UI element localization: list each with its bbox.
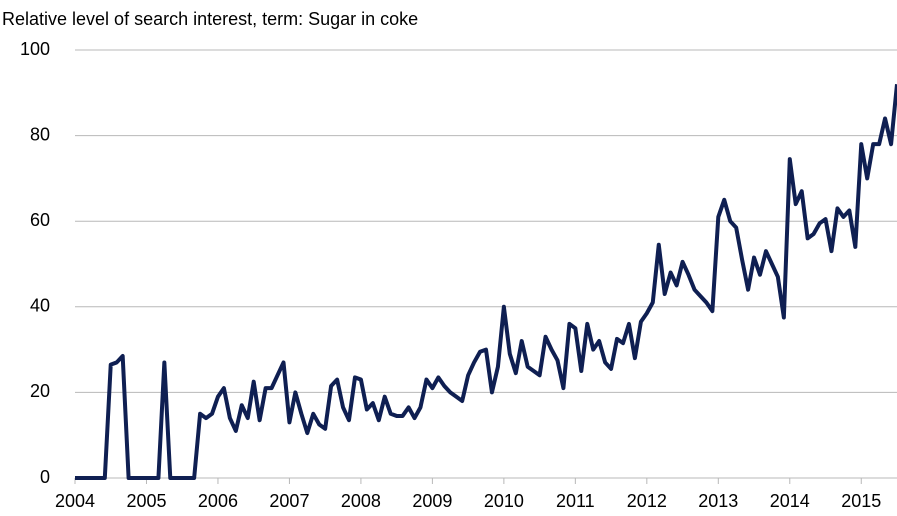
x-tick-label: 2006 xyxy=(198,491,238,511)
y-tick-label: 0 xyxy=(40,467,50,487)
y-tick-label: 80 xyxy=(30,124,50,144)
x-tick-label: 2013 xyxy=(698,491,738,511)
x-tick-label: 2004 xyxy=(55,491,95,511)
x-tick-label: 2010 xyxy=(484,491,524,511)
y-tick-label: 40 xyxy=(30,296,50,316)
x-tick-label: 2011 xyxy=(556,491,595,511)
y-tick-label: 60 xyxy=(30,210,50,230)
x-tick-label: 2005 xyxy=(126,491,166,511)
x-tick-label: 2014 xyxy=(770,491,810,511)
data-line xyxy=(75,84,897,480)
y-tick-label: 20 xyxy=(30,381,50,401)
x-tick-label: 2015 xyxy=(841,491,881,511)
chart-title: Relative level of search interest, term:… xyxy=(2,9,418,29)
x-tick-label: 2007 xyxy=(269,491,309,511)
x-tick-label: 2008 xyxy=(341,491,381,511)
x-tick-label: 2009 xyxy=(412,491,452,511)
x-tick-label: 2012 xyxy=(627,491,667,511)
y-tick-label: 100 xyxy=(20,39,50,59)
